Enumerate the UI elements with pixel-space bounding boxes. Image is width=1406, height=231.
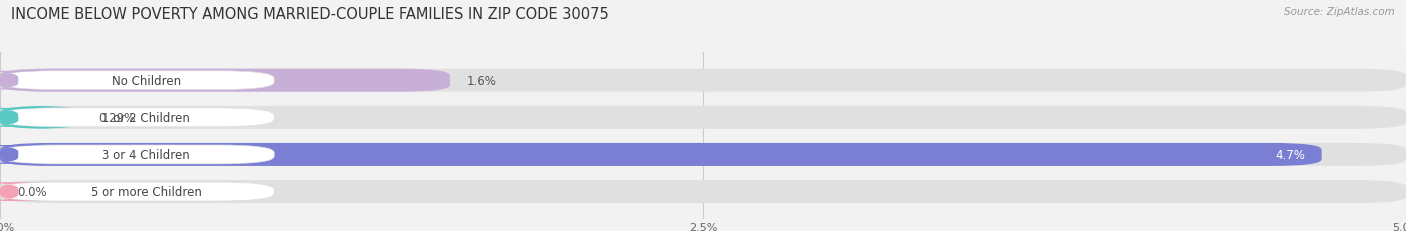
FancyBboxPatch shape [0,180,1406,203]
FancyBboxPatch shape [0,106,1406,129]
Text: 1.6%: 1.6% [467,74,496,87]
FancyBboxPatch shape [0,182,51,201]
FancyBboxPatch shape [0,106,82,129]
FancyBboxPatch shape [0,71,51,90]
Text: INCOME BELOW POVERTY AMONG MARRIED-COUPLE FAMILIES IN ZIP CODE 30075: INCOME BELOW POVERTY AMONG MARRIED-COUPL… [11,7,609,22]
FancyBboxPatch shape [0,145,274,164]
FancyBboxPatch shape [0,143,1322,166]
Text: 0.29%: 0.29% [98,111,135,124]
Text: No Children: No Children [111,74,181,87]
Text: 3 or 4 Children: 3 or 4 Children [103,148,190,161]
FancyBboxPatch shape [0,69,450,92]
Text: 0.0%: 0.0% [17,185,46,198]
FancyBboxPatch shape [0,182,274,201]
Text: 1 or 2 Children: 1 or 2 Children [103,111,190,124]
FancyBboxPatch shape [0,143,1406,166]
FancyBboxPatch shape [0,71,274,90]
Text: 5 or more Children: 5 or more Children [91,185,201,198]
FancyBboxPatch shape [0,108,274,127]
Text: Source: ZipAtlas.com: Source: ZipAtlas.com [1284,7,1395,17]
Text: 4.7%: 4.7% [1275,148,1305,161]
FancyBboxPatch shape [0,69,1406,92]
FancyBboxPatch shape [0,108,51,127]
FancyBboxPatch shape [0,145,51,164]
